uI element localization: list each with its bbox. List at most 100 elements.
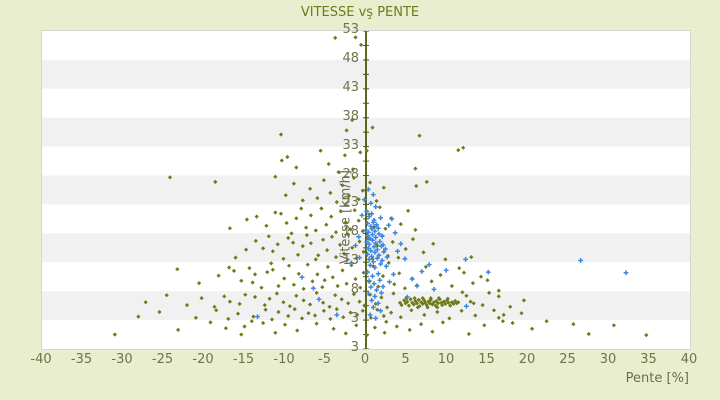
- data-point-diamond: [343, 331, 348, 336]
- data-point-diamond: [360, 229, 365, 234]
- data-point-diamond: [266, 234, 271, 239]
- x-tick-label: -35: [70, 352, 93, 367]
- data-point-plus: [359, 213, 365, 218]
- data-point-diamond: [375, 307, 380, 312]
- data-point-diamond: [377, 205, 382, 210]
- data-point-diamond: [364, 333, 369, 338]
- data-point-diamond: [227, 226, 232, 231]
- data-point-diamond: [407, 327, 412, 332]
- data-point-diamond: [193, 315, 198, 320]
- data-point-diamond: [440, 303, 445, 308]
- data-point-diamond: [409, 308, 414, 313]
- data-point-plus: [356, 234, 362, 240]
- y-tick-label: 8: [350, 282, 359, 298]
- data-point-diamond: [398, 315, 403, 320]
- data-point-diamond: [487, 290, 492, 295]
- data-point-diamond: [321, 300, 326, 305]
- data-point-diamond: [529, 326, 535, 331]
- data-point-plus: [372, 294, 378, 299]
- data-point-diamond: [356, 197, 361, 202]
- data-point-diamond: [355, 312, 360, 317]
- data-point-diamond: [301, 286, 306, 291]
- data-point-diamond: [422, 298, 427, 303]
- data-point-diamond: [482, 323, 487, 328]
- data-point-diamond: [294, 216, 299, 221]
- data-point-plus: [365, 251, 370, 257]
- data-point-diamond: [342, 251, 347, 256]
- data-point-diamond: [397, 271, 402, 276]
- data-point-diamond: [251, 314, 256, 319]
- data-point-diamond: [468, 299, 473, 304]
- data-point-diamond: [308, 241, 313, 246]
- data-point-plus: [414, 283, 420, 289]
- data-point-plus: [369, 298, 375, 303]
- data-point-plus: [376, 231, 382, 237]
- data-point-diamond: [406, 303, 411, 308]
- data-point-diamond: [282, 276, 287, 281]
- data-point-diamond: [413, 227, 418, 232]
- data-point-diamond: [367, 292, 373, 297]
- data-point-diamond: [440, 320, 446, 325]
- data-point-diamond: [226, 316, 231, 321]
- data-point-plus: [371, 244, 377, 250]
- data-point-diamond: [270, 267, 275, 272]
- data-point-plus: [378, 308, 383, 314]
- data-point-diamond: [368, 315, 373, 320]
- data-point-diamond: [279, 158, 284, 163]
- data-point-diamond: [227, 299, 232, 304]
- data-point-diamond: [324, 222, 329, 227]
- x-tick-label: -40: [30, 352, 52, 367]
- data-point-diamond: [319, 206, 324, 211]
- data-point-plus: [391, 272, 396, 277]
- data-point-diamond: [443, 257, 448, 262]
- data-point-diamond: [439, 300, 444, 305]
- data-point-diamond: [396, 255, 401, 260]
- data-point-diamond: [351, 292, 356, 297]
- data-point-diamond: [422, 312, 427, 317]
- data-point-diamond: [361, 249, 366, 254]
- data-point-diamond: [416, 297, 421, 302]
- data-point-diamond: [237, 301, 242, 306]
- data-point-diamond: [361, 270, 366, 275]
- data-point-diamond: [269, 317, 275, 322]
- data-point-diamond: [402, 286, 407, 291]
- data-point-plus: [376, 252, 382, 258]
- data-point-diamond: [350, 245, 355, 250]
- data-point-diamond: [414, 183, 419, 189]
- x-tick-label: 10: [437, 352, 455, 367]
- data-point-diamond: [367, 180, 373, 185]
- data-point-plus: [375, 271, 381, 277]
- data-point-diamond: [460, 290, 465, 295]
- data-point-diamond: [357, 299, 362, 304]
- data-point-plus: [389, 216, 395, 222]
- data-point-diamond: [485, 278, 490, 283]
- data-point-plus: [372, 228, 378, 234]
- data-point-plus: [366, 187, 371, 192]
- data-point-diamond: [346, 232, 351, 237]
- x-tick-label: -20: [192, 352, 214, 367]
- data-point-diamond: [544, 319, 549, 324]
- data-point-plus: [379, 243, 384, 249]
- data-point-plus: [370, 232, 375, 237]
- data-point-diamond: [421, 250, 426, 255]
- data-point-diamond: [315, 196, 320, 201]
- y-tick-label: 28: [342, 166, 359, 182]
- data-point-diamond: [364, 148, 369, 153]
- y-tick-label: 18: [342, 224, 359, 240]
- data-point-diamond: [283, 193, 288, 198]
- data-point-plus: [311, 285, 316, 291]
- data-point-diamond: [423, 300, 428, 305]
- data-point-diamond: [175, 267, 180, 272]
- data-point-plus: [409, 276, 415, 282]
- data-point-diamond: [259, 285, 264, 290]
- data-point-diamond: [510, 320, 515, 326]
- data-point-diamond: [352, 208, 357, 213]
- data-point-diamond: [417, 133, 422, 138]
- data-point-diamond: [411, 302, 416, 307]
- data-point-diamond: [112, 332, 117, 337]
- data-point-diamond: [243, 292, 248, 297]
- data-point-plus: [387, 279, 392, 285]
- data-point-diamond: [315, 272, 320, 277]
- data-point-diamond: [500, 319, 505, 324]
- data-point-plus: [366, 257, 372, 262]
